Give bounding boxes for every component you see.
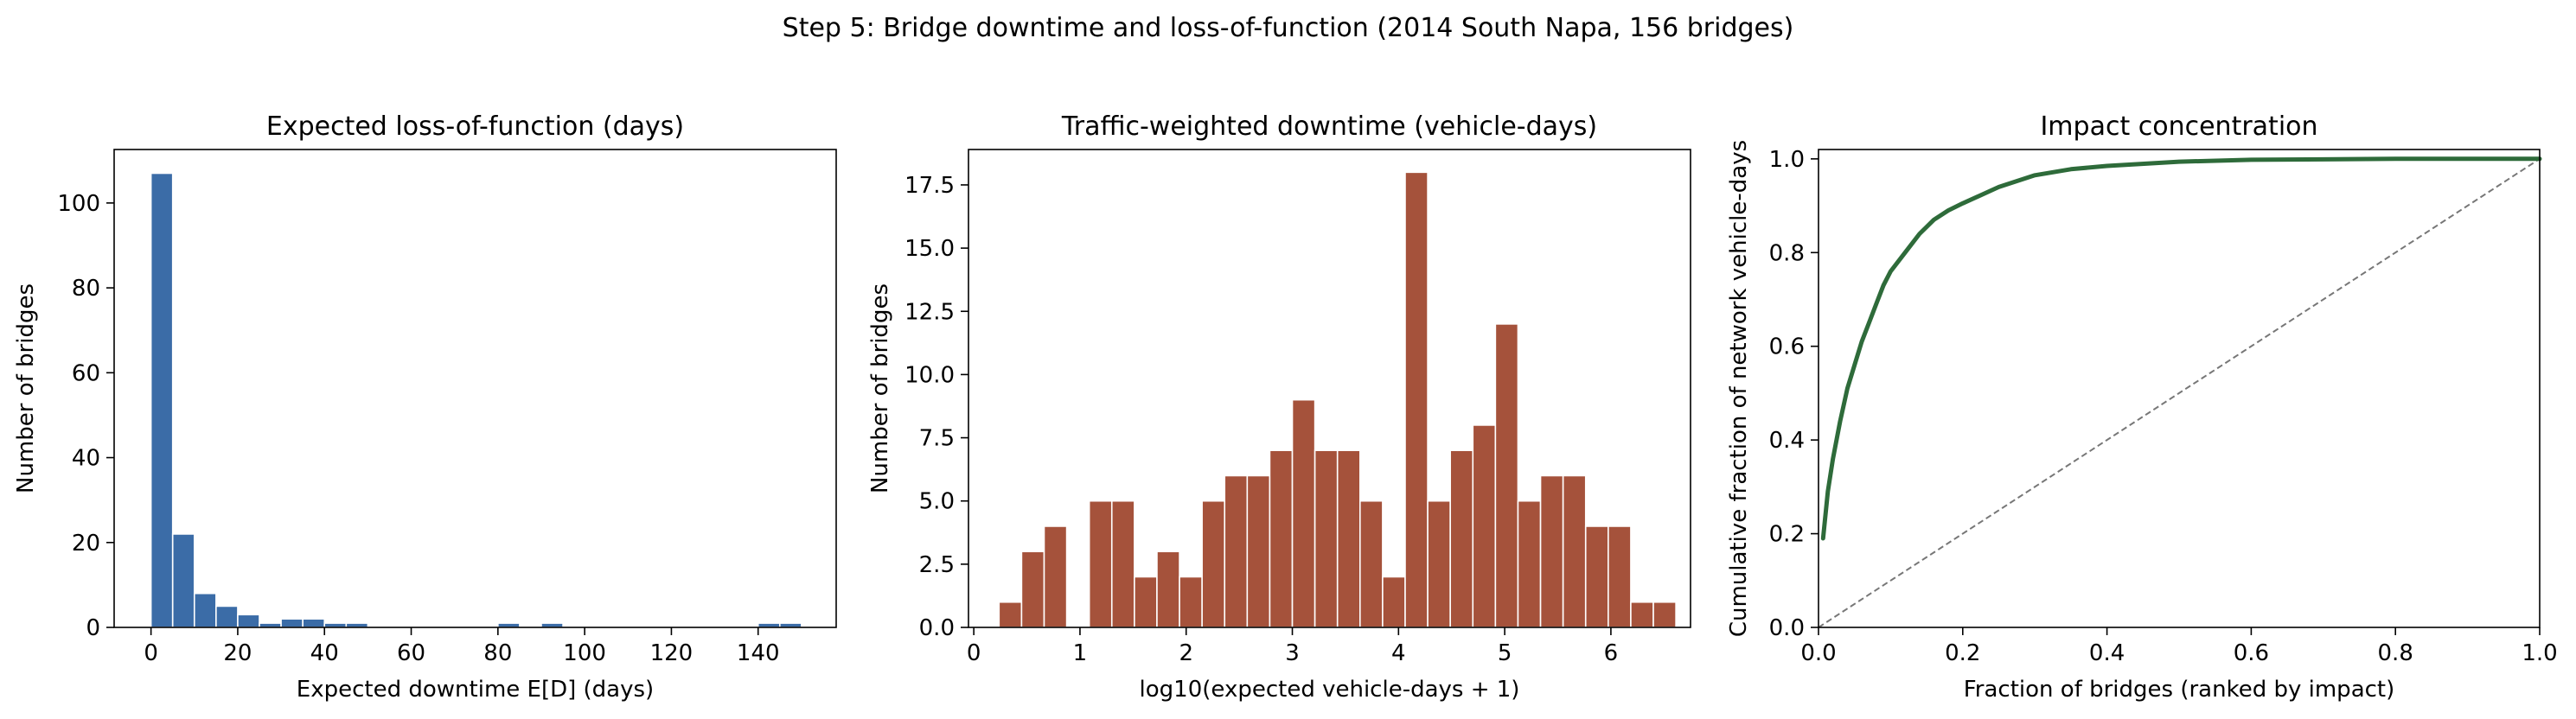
x-tick-label: 80	[483, 640, 512, 666]
x-tick-label: 0.4	[2089, 640, 2125, 666]
y-tick-label: 5.0	[919, 489, 955, 515]
x-tick-label: 1.0	[2522, 640, 2557, 666]
x-tick-label: 0.8	[2378, 640, 2413, 666]
chart-title: Traffic-weighted downtime (vehicle-days)	[1061, 111, 1597, 142]
histogram-bar	[1224, 474, 1249, 628]
x-axis-label: log10(expected vehicle-days + 1)	[1140, 677, 1520, 703]
x-tick-label: 0.6	[2234, 640, 2269, 666]
y-tick-label: 10.0	[904, 362, 955, 388]
y-tick-label: 17.5	[904, 173, 955, 199]
histogram-bar	[1134, 576, 1158, 628]
y-tick-label: 0.2	[1769, 522, 1805, 548]
histogram-bar	[1382, 576, 1406, 628]
x-tick-label: 120	[650, 640, 694, 666]
histogram-bar	[998, 601, 1023, 628]
y-tick-label: 60	[72, 360, 100, 386]
y-tick-label: 15.0	[904, 236, 955, 262]
x-tick-label: 2	[1179, 640, 1193, 666]
axes-frame	[113, 149, 837, 628]
panel-loss-of-function: 0 20 40 60 80 100 120 140 0 20 40 60 80 100 Expected l…	[13, 111, 837, 703]
histogram-bar	[1291, 398, 1316, 628]
y-tick-label: 20	[72, 531, 100, 557]
histogram-bar	[1020, 550, 1045, 628]
x-tick-label: 6	[1604, 640, 1619, 666]
histogram-bar	[1110, 499, 1135, 628]
histogram-bar	[302, 618, 326, 628]
histogram-bar	[1201, 499, 1226, 628]
y-axis-label: Number of bridges	[13, 283, 39, 493]
histogram-bar	[1584, 525, 1609, 628]
y-tick-label: 80	[72, 276, 100, 302]
histogram-bar	[1494, 323, 1519, 628]
histogram-bar	[150, 172, 174, 628]
axes-frame	[968, 149, 1691, 628]
histogram-bar	[1539, 474, 1564, 628]
panel-impact-concentration: 0.0 0.2 0.4 0.6 0.8 1.0 0.0 0.2 0.4 0.6 0.8 1.0 Impa…	[1726, 111, 2558, 703]
y-tick-label: 12.5	[904, 299, 955, 325]
histogram-bar	[1427, 499, 1451, 628]
x-tick-label: 60	[397, 640, 425, 666]
chart-title: Impact concentration	[2040, 111, 2317, 142]
x-tick-label: 140	[737, 640, 780, 666]
histogram-bar	[1517, 499, 1542, 628]
histogram-bar	[1652, 601, 1677, 628]
histogram-bar	[1179, 576, 1203, 628]
x-tick-label: 40	[310, 640, 339, 666]
cumulative-impact-line	[1820, 156, 2542, 541]
histogram-bar	[1336, 449, 1361, 628]
x-tick-label: 20	[223, 640, 252, 666]
histogram-bar	[237, 614, 260, 628]
histogram-bar	[1043, 525, 1068, 628]
x-tick-label: 0	[967, 640, 981, 666]
equality-diagonal-line	[1818, 158, 2541, 628]
histogram-bar	[1156, 550, 1180, 628]
histogram-bar	[1608, 525, 1632, 628]
y-axis-label: Number of bridges	[867, 283, 893, 493]
y-tick-label: 0.0	[1769, 615, 1805, 641]
histogram-bar	[1630, 601, 1654, 628]
x-tick-label: 3	[1285, 640, 1300, 666]
panel-traffic-weighted: 0 1 2 3 4 5 6 0.0 2.5 5.0 7.5 10.0 12.5 15.0 17.5 Traff…	[867, 111, 1691, 703]
histogram-bar	[1314, 449, 1339, 628]
histogram-bar	[1269, 449, 1294, 628]
x-tick-label: 0	[144, 640, 158, 666]
y-tick-label: 0	[86, 615, 100, 641]
x-axis-label: Expected downtime E[D] (days)	[297, 677, 654, 703]
x-tick-label: 1	[1073, 640, 1088, 666]
x-tick-label: 4	[1391, 640, 1406, 666]
axes-frame	[1818, 149, 2541, 628]
y-tick-label: 0.0	[919, 615, 955, 641]
x-axis-label: Fraction of bridges (ranked by impact)	[1964, 677, 2395, 703]
x-tick-label: 0.0	[1800, 640, 1836, 666]
histogram-bars	[998, 171, 1677, 628]
histogram-bar	[1088, 499, 1113, 628]
histogram-bar	[1359, 499, 1384, 628]
y-tick-label: 2.5	[919, 552, 955, 578]
histogram-bar	[1562, 474, 1587, 628]
histogram-bar	[1449, 449, 1474, 628]
histogram-bar	[193, 592, 217, 628]
histogram-bar	[1472, 424, 1497, 628]
y-tick-label: 0.4	[1769, 428, 1805, 454]
figure-title: Step 5: Bridge downtime and loss-of-func…	[783, 13, 1794, 43]
histogram-bar	[1246, 474, 1271, 628]
y-tick-label: 0.6	[1769, 334, 1805, 360]
histogram-bar	[171, 533, 195, 628]
y-tick-label: 100	[57, 191, 100, 217]
y-tick-label: 0.8	[1769, 240, 1805, 266]
x-tick-label: 5	[1498, 640, 1512, 666]
y-axis-label: Cumulative fraction of network vehicle-d…	[1726, 140, 1752, 637]
histogram-bar	[280, 618, 304, 628]
x-tick-label: 100	[563, 640, 606, 666]
y-tick-label: 40	[72, 446, 100, 472]
histogram-bar	[215, 605, 239, 628]
chart-title: Expected loss-of-function (days)	[266, 111, 684, 142]
histogram-bar	[1404, 171, 1429, 628]
y-tick-label: 1.0	[1769, 147, 1805, 173]
histogram-bars	[150, 172, 802, 628]
y-tick-label: 7.5	[919, 426, 955, 452]
x-tick-label: 0.2	[1945, 640, 1980, 666]
